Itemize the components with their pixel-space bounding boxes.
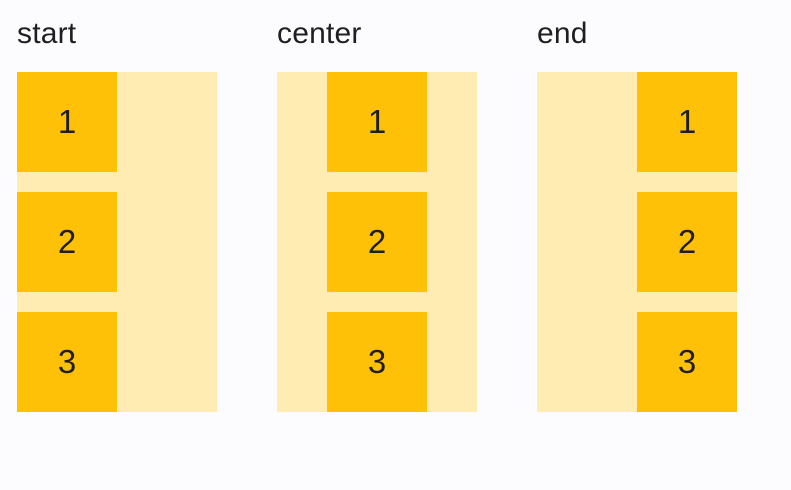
flex-item: 3 bbox=[637, 312, 737, 412]
flex-item: 3 bbox=[17, 312, 117, 412]
flex-item: 2 bbox=[327, 192, 427, 292]
flex-item: 2 bbox=[637, 192, 737, 292]
flex-item: 1 bbox=[17, 72, 117, 172]
flex-item: 3 bbox=[327, 312, 427, 412]
flex-container-center: 1 2 3 bbox=[277, 72, 477, 412]
example-label-center: center bbox=[277, 17, 362, 50]
example-start: start 1 2 3 bbox=[17, 8, 217, 412]
flex-item: 1 bbox=[637, 72, 737, 172]
flex-container-start: 1 2 3 bbox=[17, 72, 217, 412]
flex-item: 1 bbox=[327, 72, 427, 172]
flex-container-end: 1 2 3 bbox=[537, 72, 737, 412]
example-end: end 1 2 3 bbox=[537, 8, 737, 412]
example-label-end: end bbox=[537, 17, 588, 50]
flex-item: 2 bbox=[17, 192, 117, 292]
alignment-demo: start 1 2 3 center 1 2 3 end 1 2 3 bbox=[17, 8, 737, 412]
example-label-start: start bbox=[17, 17, 77, 50]
example-center: center 1 2 3 bbox=[277, 8, 477, 412]
